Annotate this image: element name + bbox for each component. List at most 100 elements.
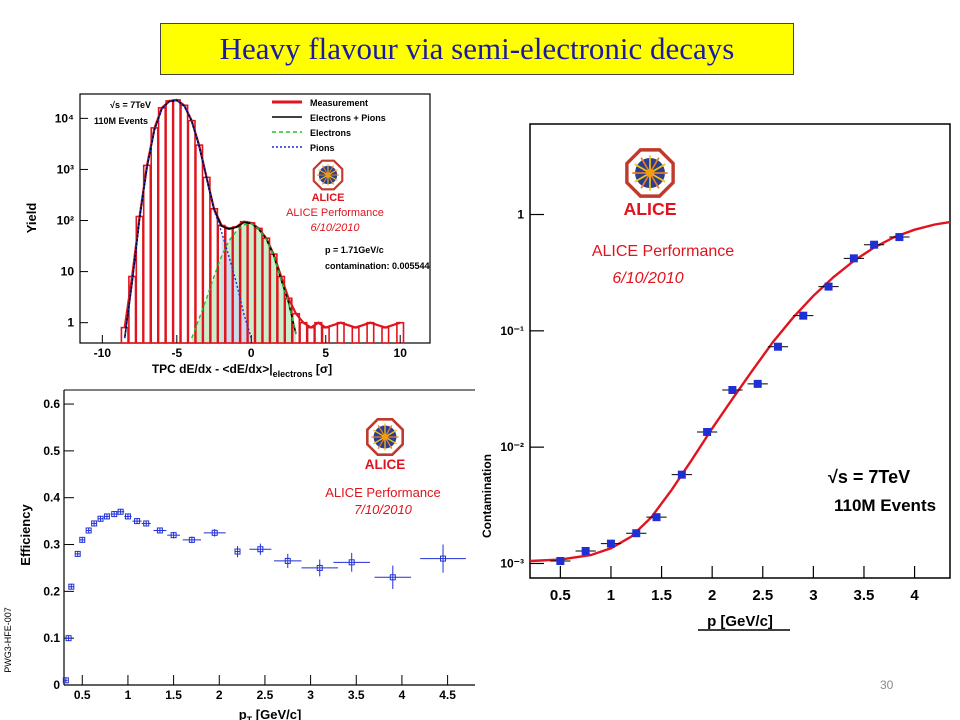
alice-logo: ALICE (623, 148, 677, 219)
tpc-dedx-chart: -10 -5 0 5 10 1 10 10² 10³ 10⁴ TPC dE/dx - <dE/dx>… (24, 93, 431, 379)
eff-point (111, 511, 118, 518)
eff-point (134, 518, 141, 525)
eff-point (348, 559, 355, 566)
alice-logo: ALICE (365, 418, 405, 472)
eff-point (257, 546, 264, 553)
eff-y-tick-label: 0.2 (43, 584, 60, 598)
tpc-legend-label: Pions (310, 143, 335, 153)
tpc-x-axis-label: TPC dE/dx - <dE/dx>|electrons [σ] (152, 362, 332, 379)
cont-y-axis-label: Contamination (480, 454, 494, 538)
eff-point (284, 557, 291, 564)
tpc-contamination-label: contamination: 0.005544 (325, 261, 430, 271)
cont-y-tick-label: 1 (517, 208, 524, 222)
cont-y-tick-label: 10⁻² (500, 440, 524, 454)
cont-x-tick-label: 0.5 (550, 587, 571, 604)
eff-y-tick-label: 0.4 (43, 491, 60, 505)
tpc-performance-label: ALICE Performance (286, 207, 384, 219)
tpc-momentum-label: p = 1.71GeV/c (325, 245, 384, 255)
eff-y-tick-label: 0.6 (43, 397, 60, 411)
eff-y-tick-label: 0.1 (43, 631, 60, 645)
eff-point (316, 564, 323, 571)
eff-x-tick-label: 1 (125, 688, 132, 702)
cont-energy-label: √s = 7TeV (828, 467, 910, 487)
eff-point (79, 536, 86, 543)
slide-title-box: Heavy flavour via semi-electronic decays (160, 23, 794, 75)
eff-date-label: 7/10/2010 (354, 502, 413, 517)
eff-point (440, 555, 447, 562)
tpc-y-tick-label: 10² (57, 214, 74, 228)
efficiency-panel: 0 0.1 0.2 0.3 0.4 0.5 0.6 0.5 1 1.5 2 2.5 3 3.5 4 4.5 pT… (0, 385, 475, 720)
cont-point (652, 513, 661, 522)
eff-point (103, 513, 110, 520)
eff-point (74, 550, 81, 557)
cont-point (773, 342, 782, 351)
eff-x-tick-label: 2 (216, 688, 223, 702)
eff-y-tick-label: 0 (53, 678, 60, 692)
eff-point (389, 574, 396, 581)
eff-point (117, 508, 124, 515)
pions-line (124, 99, 252, 339)
eff-x-tick-label: 1.5 (165, 688, 182, 702)
cont-point (556, 557, 565, 566)
cont-x-tick-label: 3 (809, 587, 817, 604)
eff-point (170, 532, 177, 539)
eff-y-tick-label: 0.5 (43, 444, 60, 458)
pions-area (221, 231, 252, 343)
eff-point (234, 548, 241, 555)
page-number: 30 (880, 678, 894, 692)
eff-point (68, 583, 75, 590)
eff-y-tick-label: 0.3 (43, 538, 60, 552)
eff-point (85, 527, 92, 534)
cont-x-tick-label: 4 (910, 587, 919, 604)
eff-point (143, 520, 150, 527)
tpc-date-label: 6/10/2010 (311, 222, 361, 234)
eff-point (211, 529, 218, 536)
cont-y-tick-label: 10⁻³ (500, 556, 524, 570)
eff-x-tick-label: 2.5 (257, 688, 274, 702)
cont-point (895, 233, 904, 242)
tpc-x-tick-label: 0 (248, 346, 255, 360)
tpc-y-tick-label: 1 (67, 316, 74, 330)
cont-x-tick-label: 2.5 (752, 587, 773, 604)
alice-logo-center (645, 168, 655, 178)
tpc-x-tick-label: -5 (171, 346, 182, 360)
cont-point (606, 539, 615, 548)
cont-x-axis-label: p [GeV/c] (707, 613, 773, 630)
eff-x-tick-label: 3 (307, 688, 314, 702)
cont-point (824, 282, 833, 291)
efficiency-chart: 0 0.1 0.2 0.3 0.4 0.5 0.6 0.5 1 1.5 2 2.5 3 3.5 4 4.5 pT… (3, 389, 475, 720)
contamination-panel: 10⁻³ 10⁻² 10⁻¹ 1 0.5 1 1.5 2 2.5 3 3.5 4 Contaminati… (478, 118, 960, 645)
eff-x-tick-label: 4 (399, 688, 406, 702)
cont-point (849, 254, 858, 263)
tpc-legend-label: Electrons (310, 128, 351, 138)
eff-point (97, 515, 104, 522)
cont-x-tick-label: 2 (708, 587, 716, 604)
eff-performance-label: ALICE Performance (325, 485, 441, 500)
tpc-legend-label: Electrons + Pions (310, 113, 386, 123)
cont-point (799, 311, 808, 320)
cont-point (677, 470, 686, 479)
cont-x-tick-label: 1.5 (651, 587, 672, 604)
cont-point (728, 385, 737, 394)
eff-point (124, 513, 131, 520)
tpc-y-tick-label: 10⁴ (55, 111, 74, 125)
eff-x-tick-label: 4.5 (439, 688, 456, 702)
cont-performance-label: ALICE Performance (592, 243, 734, 260)
tpc-x-tick-label: -10 (94, 346, 112, 360)
cont-point (632, 529, 641, 538)
eff-y-axis-label: Efficiency (18, 504, 33, 566)
tpc-y-tick-label: 10³ (57, 162, 74, 176)
electrons-line (191, 222, 297, 339)
tpc-y-tick-label: 10 (61, 265, 75, 279)
tpc-events-label: 110M Events (94, 116, 148, 126)
alice-logo-center (325, 172, 331, 178)
tpc-legend-label: Measurement (310, 98, 368, 108)
tpc-y-axis-label: Yield (24, 203, 39, 234)
cont-point (753, 379, 762, 388)
eff-x-tick-label: 0.5 (74, 688, 91, 702)
alice-logo-wordmark: ALICE (623, 199, 676, 219)
cont-x-tick-label: 1 (607, 587, 615, 604)
tpc-x-tick-label: 5 (322, 346, 329, 360)
cont-point (870, 240, 879, 249)
tpc-energy-label: √s = 7TeV (110, 100, 151, 110)
